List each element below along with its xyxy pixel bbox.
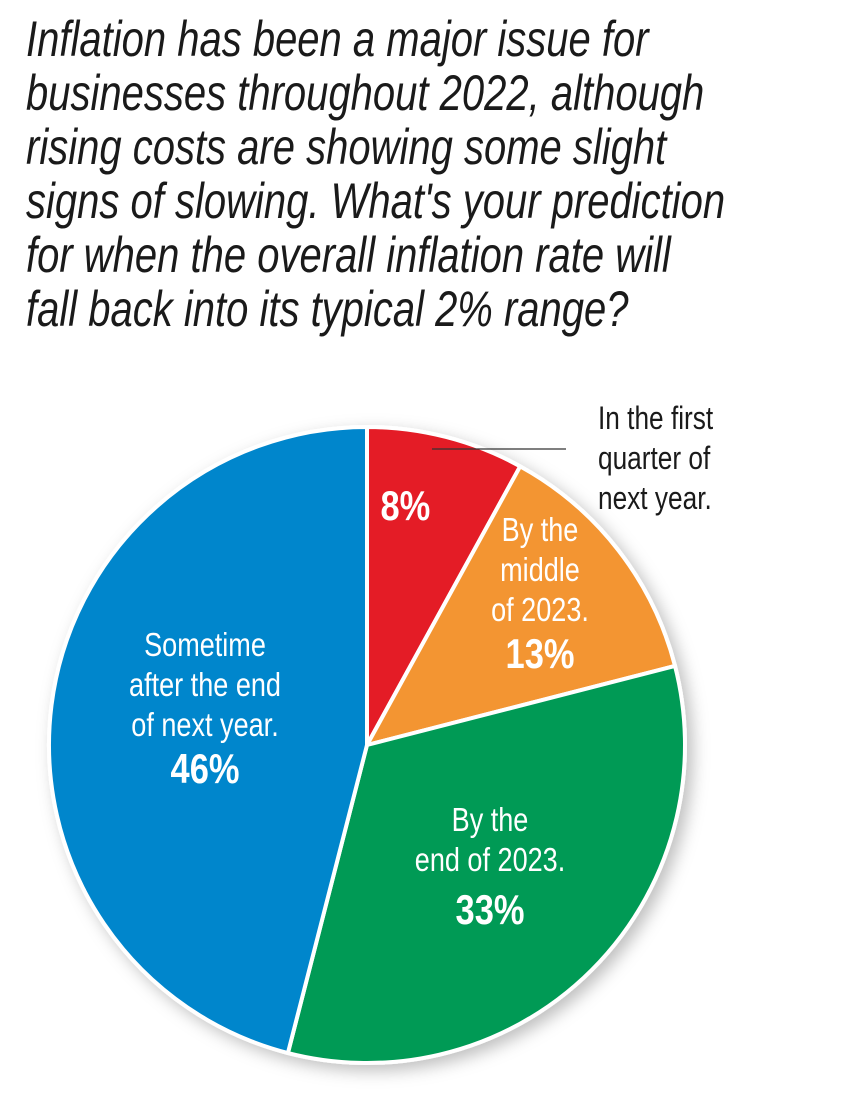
chart-title: Inflation has been a major issue for bus… [26,12,826,336]
slice-label-after-next-year: Sometime after the end of next year. 46% [119,625,291,793]
label-line: next year. [598,480,712,516]
value-label: 46% [170,745,240,792]
pie-slice-2 [285,663,687,1065]
label-line: end of 2023. [414,841,566,878]
slice-label-end-2023: By the end of 2023. 33% [408,800,572,934]
title-line: signs of slowing. What's your prediction [26,173,726,229]
pie-slice-3 [47,425,369,1056]
label-line: By the [451,801,529,838]
label-line: of next year. [131,706,279,743]
label-line: of 2023. [491,591,589,628]
title-line: businesses throughout 2022, although [26,65,705,121]
label-line: quarter of [598,440,711,476]
label-line: Sometime [144,626,266,663]
slice-label-middle-2023: By the middle of 2023. 13% [483,510,598,678]
value-label: 33% [455,886,525,933]
pie-slice-0 [365,425,523,747]
label-line: By the [501,511,579,548]
title-line: rising costs are showing some slight [26,119,667,175]
pie-slice-1 [365,464,678,747]
value-label: 13% [505,630,575,677]
label-line: In the first [598,400,714,436]
title-line: for when the overall inflation rate will [26,227,671,283]
value-label-first-quarter: 8% [380,482,431,529]
pie-slices [47,425,687,1065]
title-line: Inflation has been a major issue for [26,11,649,67]
slice-label-first-quarter: In the first quarter of next year. [598,398,713,518]
title-line: fall back into its typical 2% range? [26,281,629,337]
label-line: after the end [129,666,281,703]
label-line: middle [500,551,580,588]
